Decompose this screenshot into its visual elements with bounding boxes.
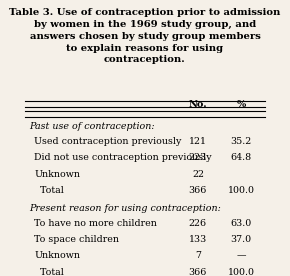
Text: 63.0: 63.0: [231, 219, 252, 228]
Text: Present reason for using contraception:: Present reason for using contraception:: [30, 203, 221, 213]
Text: 366: 366: [189, 186, 207, 195]
Text: Unknown: Unknown: [34, 251, 80, 261]
Text: Total: Total: [34, 186, 64, 195]
Text: 37.0: 37.0: [231, 235, 252, 244]
Text: Table 3. Use of contraception prior to admission
by women in the 1969 study grou: Table 3. Use of contraception prior to a…: [9, 8, 281, 64]
Text: Unknown: Unknown: [34, 170, 80, 179]
Text: 100.0: 100.0: [228, 268, 255, 276]
Text: To have no more children: To have no more children: [34, 219, 157, 228]
Text: 22: 22: [192, 170, 204, 179]
Text: 133: 133: [189, 235, 207, 244]
Text: 35.2: 35.2: [231, 137, 252, 146]
Text: No.: No.: [188, 100, 207, 108]
Text: Past use of contraception:: Past use of contraception:: [30, 122, 155, 131]
Text: To space children: To space children: [34, 235, 119, 244]
Text: 223: 223: [189, 153, 207, 162]
Text: 64.8: 64.8: [231, 153, 252, 162]
Text: Total: Total: [34, 268, 64, 276]
Text: 7: 7: [195, 251, 201, 261]
Text: —: —: [236, 251, 246, 261]
Text: %: %: [237, 100, 246, 108]
Text: 121: 121: [189, 137, 207, 146]
Text: 366: 366: [189, 268, 207, 276]
Text: Used contraception previously: Used contraception previously: [34, 137, 182, 146]
Text: 226: 226: [189, 219, 207, 228]
Text: Did not use contraception previously: Did not use contraception previously: [34, 153, 212, 162]
Text: 100.0: 100.0: [228, 186, 255, 195]
